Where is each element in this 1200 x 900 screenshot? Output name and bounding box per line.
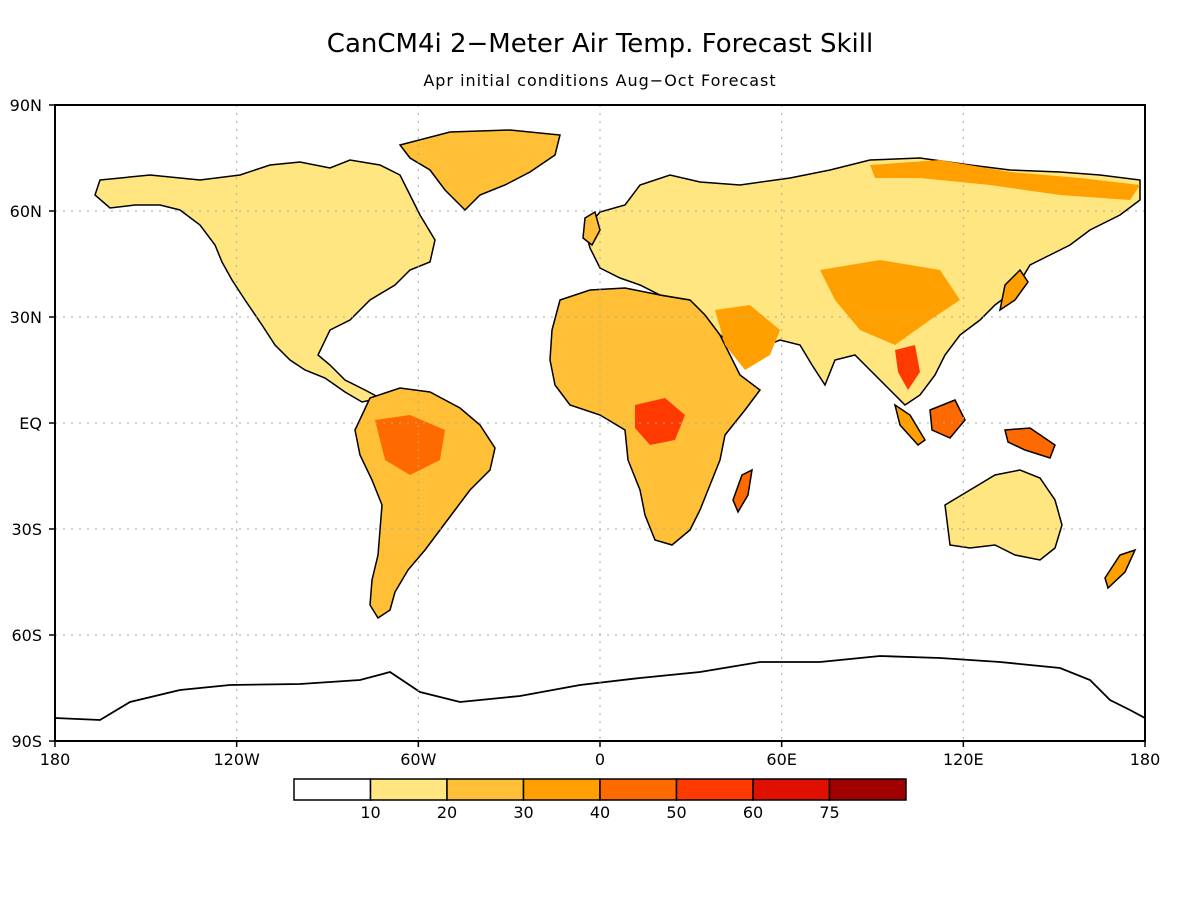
north-america-land bbox=[94, 159, 436, 403]
land-skill-shading bbox=[54, 129, 1146, 721]
colorbar-label: 75 bbox=[819, 803, 839, 822]
colorbar-swatch bbox=[446, 778, 525, 801]
lon-label: 60W bbox=[400, 750, 436, 769]
lon-label: 180 bbox=[1130, 750, 1161, 769]
british-isles-land bbox=[582, 210, 601, 247]
colorbar-swatch bbox=[752, 778, 831, 801]
lat-label: 60N bbox=[10, 202, 42, 221]
lon-label: 120E bbox=[943, 750, 984, 769]
new-zealand-land bbox=[1104, 548, 1137, 590]
map-title: CanCM4i 2−Meter Air Temp. Forecast Skill bbox=[327, 29, 873, 59]
sumatra-land bbox=[893, 403, 926, 446]
japan-land bbox=[998, 268, 1029, 312]
colorbar-label: 40 bbox=[590, 803, 610, 822]
australia-land bbox=[944, 469, 1063, 561]
colorbar-swatch bbox=[675, 778, 754, 801]
madagascar-land bbox=[732, 468, 753, 514]
lat-label: 30N bbox=[10, 308, 42, 327]
southeast-asia-shading bbox=[895, 345, 920, 390]
colorbar-label: 60 bbox=[743, 803, 763, 822]
arabia-shading bbox=[715, 305, 780, 370]
lat-label: 60S bbox=[11, 626, 42, 645]
lon-label: 0 bbox=[595, 750, 605, 769]
latitude-labels: 90N 60N 30N EQ 30S 60S 90S bbox=[10, 96, 55, 751]
colorbar-label: 50 bbox=[666, 803, 686, 822]
colorbar-swatch bbox=[293, 778, 372, 801]
greenland-land bbox=[398, 129, 561, 212]
longitude-labels: 180 120W 60W 0 60E 120E 180 bbox=[40, 741, 1161, 769]
colorbar-swatch bbox=[828, 778, 907, 801]
lat-label: EQ bbox=[19, 414, 42, 433]
central-asia-shading bbox=[820, 260, 960, 345]
new-guinea-land bbox=[1004, 427, 1056, 459]
lat-label: 90S bbox=[11, 732, 42, 751]
colorbar-swatch bbox=[599, 778, 678, 801]
colorbar-swatch bbox=[369, 778, 448, 801]
borneo-land bbox=[929, 399, 966, 439]
colorbar-label: 20 bbox=[437, 803, 457, 822]
lon-label: 60E bbox=[766, 750, 796, 769]
amazon-shading bbox=[375, 415, 445, 475]
colorbar-label: 10 bbox=[360, 803, 380, 822]
siberia-shading bbox=[870, 160, 1140, 200]
lon-label: 120W bbox=[213, 750, 260, 769]
colorbar-legend: 10 20 30 40 50 60 75 bbox=[293, 778, 907, 822]
lat-label: 30S bbox=[11, 520, 42, 539]
map-subtitle: Apr initial conditions Aug−Oct Forecast bbox=[423, 71, 776, 90]
antarctica-coastline bbox=[54, 655, 1146, 721]
lat-label: 90N bbox=[10, 96, 42, 115]
colorbar-swatch bbox=[522, 778, 601, 801]
graticule bbox=[55, 105, 1145, 741]
lon-label: 180 bbox=[40, 750, 71, 769]
central-africa-shading bbox=[635, 398, 685, 445]
colorbar-label: 30 bbox=[513, 803, 533, 822]
